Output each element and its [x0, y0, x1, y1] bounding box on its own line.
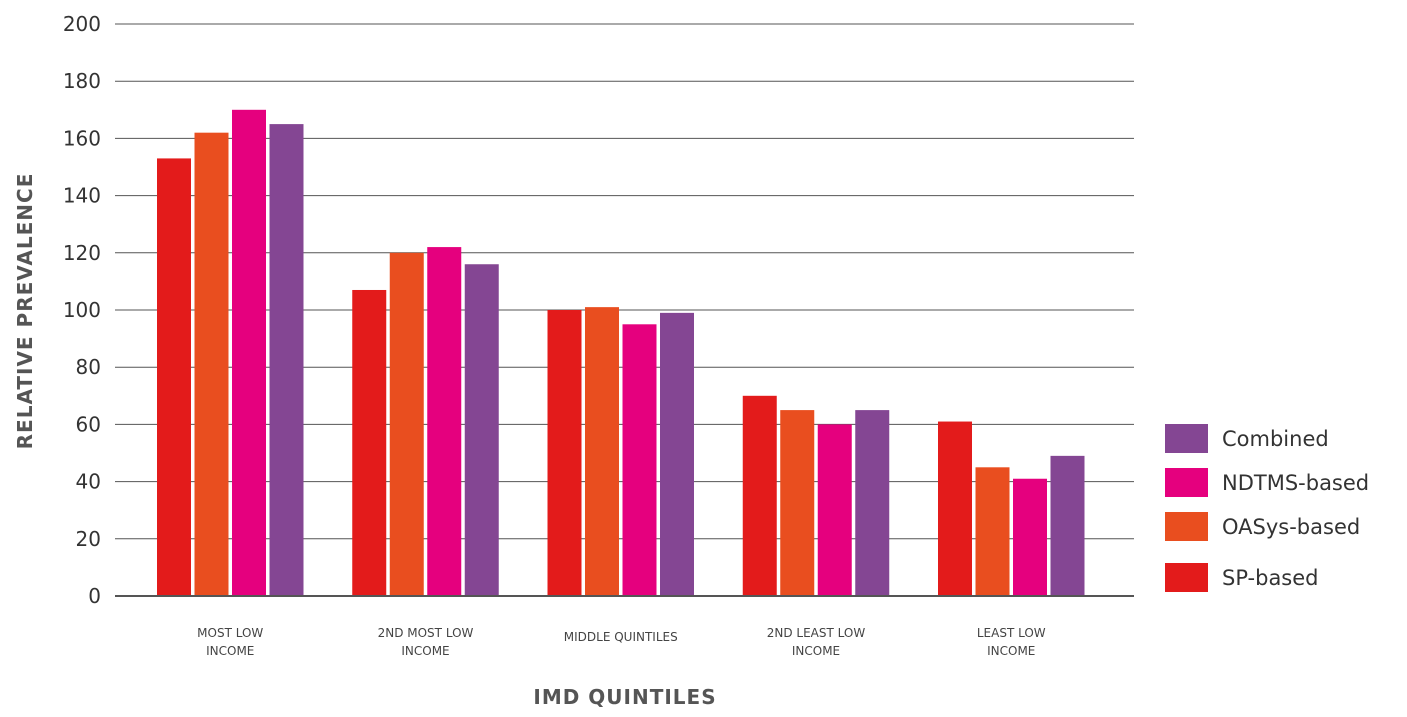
x-axis-ticks: MOST LOW INCOME 2ND MOST LOW INCOME MIDDLE Q… [197, 626, 1046, 658]
legend-label: Combined [1222, 427, 1329, 451]
legend-label: NDTMS-based [1222, 471, 1369, 495]
bar-sp-based [352, 289, 387, 596]
legend-swatch [1165, 512, 1208, 541]
y-tick-label: 120 [63, 241, 101, 265]
y-tick-label: 160 [63, 126, 101, 150]
bar-ndtms-based [622, 324, 657, 596]
x-axis-title: IMD QUINTILES [533, 685, 716, 709]
bar-combined [1050, 455, 1085, 596]
bar-oasys-based [194, 132, 229, 596]
x-tick-label: 2ND MOST LOW [378, 626, 474, 640]
bar-sp-based [742, 395, 777, 596]
y-axis-ticks: 0 20 40 60 80 100 120 140 160 180 200 [63, 12, 101, 608]
bar-combined [855, 410, 890, 596]
bar-oasys-based [585, 307, 619, 596]
bar-ndtms-based [427, 247, 462, 596]
bar-ndtms-based [1013, 478, 1047, 596]
x-tick-label: INCOME [987, 644, 1035, 658]
bar-combined [269, 124, 304, 596]
x-tick-label: INCOME [401, 644, 449, 658]
bar-ndtms-based [817, 424, 852, 596]
bars [115, 109, 1134, 597]
x-tick-label: INCOME [206, 644, 254, 658]
bar-combined [464, 264, 499, 596]
x-tick-label: INCOME [792, 644, 840, 658]
bar-combined [660, 312, 694, 596]
bar-oasys-based [975, 467, 1010, 596]
x-tick-label: 2ND LEAST LOW [767, 626, 866, 640]
bar-sp-based [938, 421, 972, 596]
y-tick-label: 80 [76, 355, 101, 379]
legend-swatch [1165, 468, 1208, 497]
bar-oasys-based [389, 252, 424, 597]
legend: Combined NDTMS-based OASys-based SP-based [1165, 424, 1369, 592]
bar-ndtms-based [232, 109, 266, 597]
y-tick-label: 60 [76, 412, 101, 436]
x-tick-label: MOST LOW [197, 626, 263, 640]
x-tick-label: MIDDLE QUINTILES [564, 630, 678, 644]
y-tick-label: 0 [88, 584, 101, 608]
bar-sp-based [547, 310, 582, 596]
legend-swatch [1165, 424, 1208, 453]
bar-sp-based [157, 158, 191, 597]
y-tick-label: 140 [63, 184, 101, 208]
y-tick-label: 20 [76, 527, 101, 551]
legend-swatch [1165, 563, 1208, 592]
y-tick-label: 40 [76, 470, 101, 494]
bar-oasys-based [780, 410, 815, 596]
y-tick-label: 180 [63, 69, 101, 93]
legend-label: SP-based [1222, 566, 1319, 590]
y-tick-label: 200 [63, 12, 101, 36]
y-tick-label: 100 [63, 298, 101, 322]
x-tick-label: LEAST LOW [977, 626, 1046, 640]
y-axis-title: RELATIVE PREVALENCE [13, 173, 37, 450]
legend-label: OASys-based [1222, 515, 1360, 539]
